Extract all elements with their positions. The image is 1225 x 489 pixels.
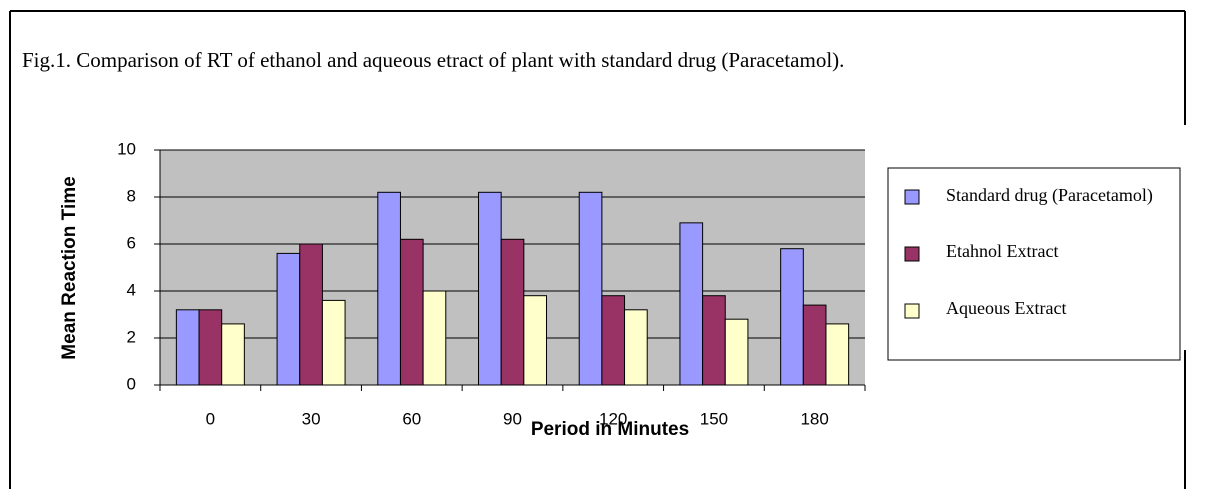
bar xyxy=(578,191,603,386)
bar xyxy=(321,299,346,386)
bar xyxy=(624,309,648,386)
bar xyxy=(399,238,424,386)
legend-swatch xyxy=(904,189,920,205)
bar xyxy=(500,238,525,386)
x-tick-label: 30 xyxy=(302,409,321,428)
bar xyxy=(175,309,200,386)
x-axis-label: Period in Minutes xyxy=(531,419,689,440)
y-tick-label: 10 xyxy=(117,139,136,158)
bar xyxy=(724,318,749,386)
y-tick-label: 8 xyxy=(127,186,136,205)
x-tick-label: 150 xyxy=(700,409,728,428)
y-tick-label: 6 xyxy=(127,233,136,252)
x-tick-label: 60 xyxy=(402,409,421,428)
legend-swatch xyxy=(904,246,920,262)
legend-swatch xyxy=(904,303,920,319)
bar xyxy=(523,295,547,386)
bar xyxy=(825,323,850,386)
bar xyxy=(478,191,502,386)
y-tick-label: 2 xyxy=(127,327,136,346)
bar xyxy=(702,295,726,386)
x-tick-label: 120 xyxy=(599,409,627,428)
y-tick-label: 4 xyxy=(127,280,136,299)
bar xyxy=(221,323,245,386)
bar xyxy=(198,309,223,386)
x-tick-label: 90 xyxy=(503,409,522,428)
bar xyxy=(780,248,804,386)
bar xyxy=(802,304,827,386)
legend-label: Aqueous Extract xyxy=(946,298,1066,318)
bar xyxy=(299,243,323,386)
caption: Fig.1. Comparison of RT of ethanol and a… xyxy=(22,48,844,72)
y-axis-label: Mean Reaction Time xyxy=(59,176,80,359)
legend-box xyxy=(887,167,1181,361)
legend-label: Etahnol Extract xyxy=(946,241,1058,261)
bar xyxy=(377,191,401,386)
bar xyxy=(276,252,301,386)
y-tick-label: 0 xyxy=(127,374,136,393)
x-tick-label: 0 xyxy=(206,409,215,428)
legend-label: Standard drug (Paracetamol) xyxy=(946,185,1153,206)
bar xyxy=(601,295,626,386)
x-tick-label: 180 xyxy=(800,409,828,428)
bar xyxy=(679,222,704,386)
bar xyxy=(422,290,447,386)
